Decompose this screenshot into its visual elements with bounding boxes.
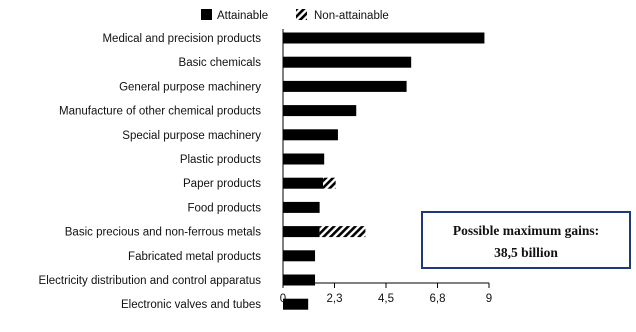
- legend-label-attainable: Attainable: [217, 10, 268, 22]
- category-label: Electronic valves and tubes: [121, 299, 261, 311]
- x-axis: 0 2,3 4,5 6,8 9: [280, 29, 492, 305]
- x-tick-label: 2,3: [327, 293, 343, 305]
- x-tick-label: 0: [280, 293, 286, 305]
- bar-attainable: [283, 177, 324, 189]
- bar-attainable: [283, 56, 412, 68]
- bar-attainable: [283, 250, 316, 262]
- bar-attainable: [283, 129, 338, 141]
- category-label: Plastic products: [180, 154, 261, 166]
- category-label: Special purpose machinery: [122, 130, 261, 142]
- bar-attainable: [283, 153, 325, 165]
- legend-swatch-attainable: [201, 9, 212, 20]
- bar-attainable: [283, 32, 485, 44]
- category-label: Fabricated metal products: [128, 251, 261, 263]
- x-tick-label: 6,8: [430, 293, 446, 305]
- category-label: Electricity distribution and control app…: [39, 275, 262, 287]
- category-label: Manufacture of other chemical products: [59, 106, 261, 118]
- plot-area: [283, 32, 485, 310]
- bar-non-attainable: [323, 177, 336, 189]
- category-label: Medical and precision products: [102, 33, 261, 45]
- max-gains-annotation: Possible maximum gains: 38,5 billion: [421, 211, 631, 269]
- bar-attainable: [283, 105, 357, 117]
- category-label: General purpose machinery: [119, 81, 261, 93]
- bar-attainable: [283, 298, 309, 310]
- category-label: Paper products: [183, 178, 261, 190]
- x-tick-label: 9: [486, 293, 492, 305]
- x-tick-label: 4,5: [378, 293, 394, 305]
- legend-label-non-attainable: Non-attainable: [314, 10, 389, 22]
- category-label: Food products: [187, 202, 261, 214]
- max-gains-title: Possible maximum gains:: [452, 223, 600, 238]
- bar-attainable: [283, 274, 316, 286]
- category-axis: Medical and precision products Basic chem…: [39, 33, 262, 311]
- max-gains-value: 38,5 billion: [494, 245, 558, 260]
- bar-attainable: [283, 226, 320, 238]
- category-label: Basic precious and non-ferrous metals: [65, 227, 261, 239]
- legend-swatch-non-attainable: [296, 9, 307, 20]
- bar-attainable: [283, 201, 320, 213]
- bar-attainable: [283, 80, 407, 92]
- legend: Attainable Non-attainable: [201, 9, 389, 22]
- category-label: Basic chemicals: [179, 57, 262, 69]
- bar-non-attainable: [319, 226, 366, 238]
